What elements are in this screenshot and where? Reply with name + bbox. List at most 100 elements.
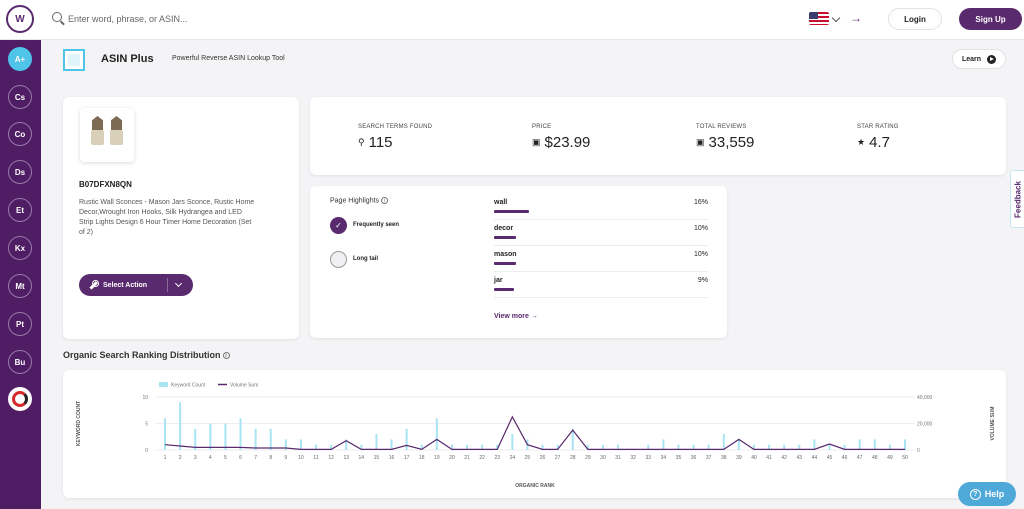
x-tick-label: 42 (781, 455, 787, 461)
ranking-section-title: Organic Search Ranking Distribution i (63, 350, 230, 360)
product-image[interactable] (80, 108, 134, 162)
x-tick-label: 21 (464, 455, 470, 461)
highlights-title-text: Page Highlights (330, 197, 380, 205)
help-button[interactable]: ? Help (958, 482, 1016, 506)
feedback-tab[interactable]: Feedback (1010, 170, 1024, 228)
keyword-count-bar (904, 439, 906, 450)
sidebar-item-mt[interactable]: Mt (8, 274, 32, 298)
long-tail-radio[interactable] (330, 251, 347, 268)
x-tick-label: 17 (404, 455, 410, 461)
sidebar-item-et[interactable]: Et (8, 198, 32, 222)
reviews-icon: ▣ (696, 137, 705, 147)
chevron-down-icon[interactable] (831, 13, 841, 23)
keyword-count-bar (390, 439, 393, 450)
x-tick-label: 31 (615, 455, 621, 461)
asin-plus-tool-icon (63, 49, 85, 71)
stat-value-wrap: ▣ $23.99 (532, 134, 590, 151)
search-icon: ⚲ (358, 137, 365, 147)
ranking-chart-card: 0 5 10 0 20,000 40,000 1 2 3 4 5 6 7 8 9 10 11 12 13 14 15 16… (63, 370, 1006, 498)
keyword-count-bar (330, 444, 333, 450)
keyword-count-bar (224, 423, 227, 450)
page-subtitle: Powerful Reverse ASIN Lookup Tool (172, 55, 285, 62)
us-flag-icon[interactable] (809, 12, 829, 25)
keyword-share-bar (494, 262, 516, 265)
keyword-count-bar (707, 444, 710, 450)
x-tick-label: 22 (479, 455, 485, 461)
view-more-link[interactable]: View more → (494, 313, 538, 320)
keyword-count-bar (360, 444, 363, 450)
keyword-count-bar (269, 428, 272, 450)
x-tick-label: 23 (494, 455, 500, 461)
x-tick-label: 7 (254, 455, 257, 461)
keyword-count-bar (179, 402, 182, 450)
price-tag-icon: ▣ (532, 137, 541, 147)
x-tick-label: 40 (751, 455, 757, 461)
wrench-icon (89, 280, 99, 290)
keyword-count-bar (299, 439, 302, 450)
search-input[interactable] (68, 10, 468, 28)
sidebar-item-pt[interactable]: Pt (8, 312, 32, 336)
volume-sum-line (164, 415, 905, 450)
x-tick-label: 3 (194, 455, 197, 461)
product-asin: B07DFXN8QN (79, 180, 132, 189)
x-tick-label: 43 (797, 455, 803, 461)
keyword-count-bar (768, 444, 771, 450)
signup-button[interactable]: Sign Up (959, 8, 1022, 30)
x-tick-label: 39 (736, 455, 742, 461)
x-tick-label: 20 (449, 455, 455, 461)
keyword-count-bar (194, 428, 197, 450)
x-tick-label: 19 (434, 455, 440, 461)
brand-logo-icon[interactable]: W (6, 5, 34, 33)
keyword-count-bar (284, 439, 287, 450)
x-tick-label: 1 (164, 455, 167, 461)
keyword-count-bar (435, 418, 438, 450)
x-tick-label: 30 (600, 455, 606, 461)
keyword-count-bar (209, 423, 212, 450)
stat-value-wrap: ⚲ 115 (358, 134, 393, 151)
keyword-name: wall (494, 199, 508, 206)
help-icon: ? (969, 488, 981, 500)
x-tick-label: 25 (525, 455, 531, 461)
info-icon[interactable]: i (381, 197, 389, 204)
learn-button[interactable]: Learn (952, 49, 1006, 69)
x-tick-label: 4 (209, 455, 212, 461)
sconce-image-right (109, 116, 124, 150)
sidebar-item-asin-plus[interactable]: A+ (8, 47, 32, 71)
select-action-button[interactable]: Select Action (79, 274, 193, 296)
login-button[interactable]: Login (888, 8, 942, 30)
x-tick-label: 29 (585, 455, 591, 461)
chevron-down-icon[interactable] (174, 279, 183, 288)
sidebar-item-ds[interactable]: Ds (8, 160, 32, 184)
sidebar-item-kx[interactable]: Kx (8, 236, 32, 260)
info-icon[interactable]: i (222, 352, 230, 360)
x-tick-label: 38 (721, 455, 727, 461)
keyword-name: decor (494, 225, 514, 232)
y2-axis-label: VOLUME SUM (990, 407, 996, 441)
sidebar-item-bu[interactable]: Bu (8, 350, 32, 374)
keyword-count-bar (345, 439, 348, 450)
x-tick-label: 46 (842, 455, 848, 461)
stat-value: 4.7 (869, 134, 890, 151)
x-tick-label: 49 (887, 455, 893, 461)
sidebar-item-co[interactable]: Co (8, 122, 32, 146)
frequently-seen-radio[interactable]: ✓ (330, 217, 347, 234)
keyword-count-bar (315, 444, 318, 450)
keyword-count-bar (481, 444, 484, 450)
x-tick-label: 28 (570, 455, 576, 461)
partner-logo-icon[interactable] (8, 387, 32, 411)
y-axis-label: KEYWORD COUNT (76, 401, 82, 446)
keyword-count-bar (601, 444, 604, 450)
keyword-count-bar (496, 444, 499, 450)
keyword-row: decor 10% (494, 222, 708, 246)
product-title: Rustic Wall Sconces - Mason Jars Sconce,… (79, 199, 255, 236)
sidebar-item-cs[interactable]: Cs (8, 85, 32, 109)
top-bar: W → Login Sign Up (0, 0, 1024, 40)
x-tick-label: 34 (661, 455, 667, 461)
y2-tick-label: 40,000 (917, 395, 933, 401)
keyword-count-bar (405, 428, 408, 450)
keyword-count-bar (692, 444, 695, 450)
arrow-right-icon[interactable]: → (850, 11, 862, 25)
x-tick-label: 36 (691, 455, 697, 461)
keyword-count-bar (752, 444, 755, 450)
x-tick-label: 35 (676, 455, 682, 461)
